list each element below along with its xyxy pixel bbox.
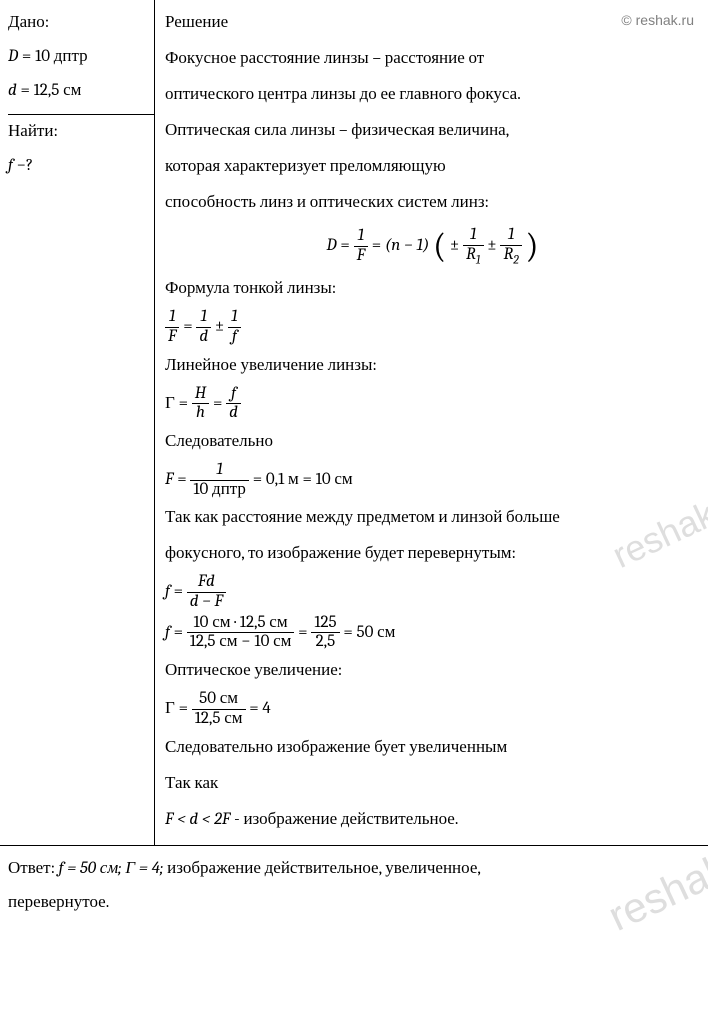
- eq1-num3: 1: [500, 226, 521, 246]
- p10: фокусного, то изображение будет переверн…: [165, 537, 700, 571]
- var-D: D: [8, 47, 18, 66]
- p12: Следовательно изображение бует увеличенн…: [165, 731, 700, 765]
- eq1: D = 1F = (n − 1) ( ± 1R1 ± 1R2 ): [165, 226, 700, 266]
- eq1-eq: =: [340, 236, 353, 255]
- eq1-frac3: 1R2: [500, 226, 521, 266]
- left-column: Дано: D = 10 дптр d = 12,5 см Найти: f −…: [0, 0, 155, 845]
- p2: оптического центра линзы до ее главного …: [165, 78, 700, 112]
- answer-tail2: перевернутое.: [8, 886, 700, 920]
- val-D: = 10 дптр: [18, 47, 87, 66]
- p5: способность линз и оптических систем лин…: [165, 186, 700, 220]
- answer-label: Ответ:: [8, 859, 59, 878]
- p8: Следовательно: [165, 425, 700, 459]
- main-container: Дано: D = 10 дптр d = 12,5 см Найти: f −…: [0, 0, 708, 846]
- eq6: f = 10 см · 12,5 см12,5 см − 10 см = 125…: [165, 614, 700, 652]
- given-section: Дано: D = 10 дптр d = 12,5 см: [8, 6, 155, 115]
- eq1-pm1: ±: [450, 236, 463, 255]
- eq2: 1F = 1d ± 1f: [165, 308, 700, 346]
- p1: Фокусное расстояние линзы – расстояние о…: [165, 42, 700, 76]
- eq1-num2: 1: [463, 226, 484, 246]
- eq4: F = 110 дптр = 0,1 м = 10 см: [165, 461, 700, 499]
- eq7: Г = 50 см12,5 см = 4: [165, 690, 700, 728]
- eq1-frac1: 1F: [354, 227, 368, 265]
- eq1-den2: R1: [463, 246, 484, 267]
- given-title: Дано:: [8, 6, 155, 40]
- eq1-pm2: ±: [487, 236, 500, 255]
- solution-column: Решение Фокусное расстояние линзы – расс…: [155, 0, 708, 845]
- given-d: d = 12,5 см: [8, 74, 155, 108]
- p6: Формула тонкой линзы:: [165, 272, 700, 306]
- p13: Так как: [165, 767, 700, 801]
- find-section: Найти: f −?: [8, 115, 154, 189]
- solution-title: Решение: [165, 6, 700, 40]
- eq5: f = Fdd − F: [165, 573, 700, 611]
- eq1-den1: F: [354, 247, 368, 266]
- eq1-num1: 1: [354, 227, 368, 247]
- find-title: Найти:: [8, 115, 154, 149]
- answer-tail: изображение действительное, увеличенное,: [167, 859, 481, 878]
- find-f: f −?: [8, 149, 154, 183]
- eq1-lp: (: [433, 226, 446, 266]
- p9: Так как расстояние между предметом и лин…: [165, 501, 700, 535]
- p4: которая характеризует преломляющую: [165, 150, 700, 184]
- answer-section: Ответ: f = 50 см; Г = 4; изображение дей…: [0, 846, 708, 926]
- p3: Оптическая сила линзы – физическая велич…: [165, 114, 700, 148]
- eq1-frac2: 1R1: [463, 226, 484, 266]
- val-d: = 12,5 см: [17, 81, 82, 100]
- copyright-text: © reshak.ru: [621, 6, 694, 34]
- var-d: d: [8, 81, 17, 100]
- eq1-den3: R2: [500, 246, 521, 267]
- find-q: −?: [13, 156, 33, 175]
- given-D: D = 10 дптр: [8, 40, 155, 74]
- p7: Линейное увеличение линзы:: [165, 349, 700, 383]
- eq1-D: D: [327, 236, 337, 255]
- eq1-n: (n − 1): [385, 236, 433, 255]
- answer-values: f = 50 см; Г = 4;: [59, 859, 168, 878]
- eq8: F < d < 2F - изображение действительное.: [165, 803, 700, 837]
- eq3: Г = Hh = fd: [165, 385, 700, 423]
- p11: Оптическое увеличение:: [165, 654, 700, 688]
- eq1-rp: ): [525, 226, 538, 266]
